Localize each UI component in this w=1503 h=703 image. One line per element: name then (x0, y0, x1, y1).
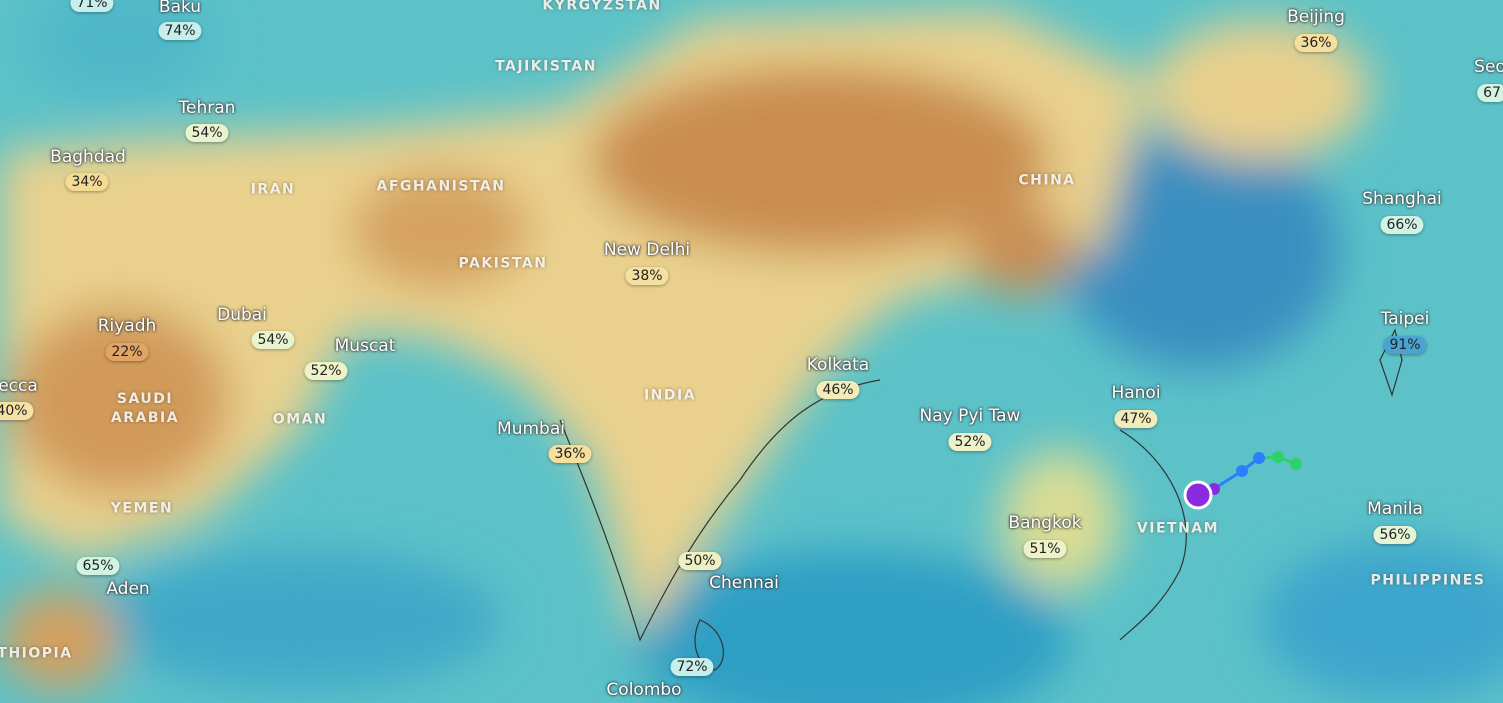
value-badge: 54% (185, 124, 229, 142)
city-name: Kolkata (806, 355, 870, 375)
value-badge: 52% (948, 433, 992, 451)
country-label: PHILIPPINES (1370, 572, 1486, 589)
value-badge: 38% (625, 267, 669, 285)
city-name: Dubai (217, 305, 267, 325)
country-label: OMAN (272, 411, 328, 428)
value-badge: 54% (251, 331, 295, 349)
city-name: Manila (1367, 499, 1423, 519)
country-label: PAKISTAN (458, 255, 548, 272)
city-name: Aden (106, 579, 150, 599)
city-name: Taipei (1380, 309, 1430, 329)
city-name: Hanoi (1111, 383, 1161, 403)
country-label: IRAN (250, 181, 296, 198)
country-label: YEMEN (110, 500, 174, 517)
value-badge: 52% (304, 362, 348, 380)
city-name: Seo (1474, 57, 1503, 77)
value-badge: 72% (670, 658, 714, 676)
value-badge: 34% (65, 173, 109, 191)
value-badge: 65% (76, 557, 120, 575)
city-name: New Delhi (603, 240, 691, 260)
country-label: INDIA (643, 387, 697, 404)
value-badge: 66% (1380, 216, 1424, 234)
city-name: Chennai (709, 573, 779, 593)
country-label: CHINA (1018, 172, 1076, 189)
value-badge: 36% (1294, 34, 1338, 52)
value-badge: 40% (0, 402, 34, 420)
value-badge: 22% (105, 343, 149, 361)
country-label: TAJIKISTAN (495, 58, 597, 75)
city-name: Muscat (334, 336, 396, 356)
city-name: ecca (0, 376, 38, 396)
city-name: Tehran (178, 98, 236, 118)
city-name: Shanghai (1362, 189, 1442, 209)
city-name: Mumbai (497, 419, 565, 439)
value-badge: 47% (1114, 410, 1158, 428)
country-label: KYRGYZSTAN (542, 0, 662, 14)
country-label: VIETNAM (1136, 520, 1220, 537)
city-name: Baghdad (50, 147, 126, 167)
country-label: THIOPIA (0, 645, 73, 662)
city-name: Riyadh (97, 316, 157, 336)
city-name: Beijing (1287, 7, 1345, 27)
city-name: Baku (158, 0, 202, 17)
value-badge: 91% (1383, 336, 1427, 354)
city-name: Bangkok (1008, 513, 1082, 533)
country-label: SAUDI ARABIA (110, 391, 180, 426)
value-badge: 36% (548, 445, 592, 463)
value-badge: 74% (158, 22, 202, 40)
value-badge: 56% (1373, 526, 1417, 544)
value-badge: 51% (1023, 540, 1067, 558)
value-badge: 71% (70, 0, 114, 12)
city-name: Colombo (606, 680, 682, 700)
city-name: Nay Pyi Taw (919, 406, 1021, 426)
value-badge: 67 (1477, 84, 1503, 102)
country-label: AFGHANISTAN (376, 178, 506, 195)
value-badge: 46% (816, 381, 860, 399)
value-badge: 50% (678, 552, 722, 570)
